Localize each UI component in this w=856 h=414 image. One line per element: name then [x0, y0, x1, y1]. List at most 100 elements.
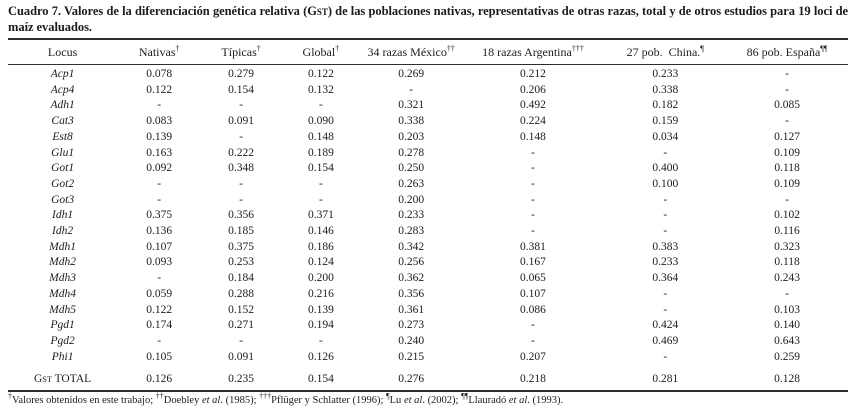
italic-text: et al [508, 395, 528, 407]
locus-cell: Mdh5 [49, 303, 77, 316]
value-cell: 0.090 [307, 115, 334, 128]
table-row: Cat3 0.083 0.091 0.090 0.338 0.224 0.159 - [8, 114, 848, 130]
value-cell: 0.206 [520, 83, 546, 96]
value-cell: 0.118 [774, 256, 800, 269]
table-row: Glu1 0.163 0.222 0.189 0.278 - - 0.109 [8, 146, 848, 162]
value-cell: 0.185 [228, 225, 255, 238]
value-cell: 0.348 [228, 162, 255, 175]
value-cell: 0.107 [520, 287, 546, 300]
locus-cell: Acp4 [50, 83, 75, 96]
value-cell: 0.364 [652, 272, 679, 285]
value-cell: 0.273 [398, 319, 425, 332]
column-header: Global† [280, 39, 361, 65]
gst-table: Locus Nativas† Típicas† Global† 34 razas Méx… [8, 38, 848, 393]
header-footnote-marker: † [335, 44, 340, 53]
value-cell: - [663, 146, 668, 159]
total-row: GST TOTAL 0.126 0.235 0.154 0.276 0.218 0.281 0… [8, 365, 848, 391]
value-cell: 0.116 [774, 225, 800, 238]
value-cell: - [157, 193, 162, 206]
locus-cell: Acp1 [50, 68, 75, 80]
total-value-cell: 0.218 [520, 373, 546, 386]
value-cell: 0.122 [146, 83, 173, 96]
locus-cell: Got3 [51, 193, 75, 206]
value-cell: 0.083 [146, 115, 173, 128]
value-cell: 0.356 [398, 287, 425, 300]
value-cell: 0.375 [146, 209, 173, 222]
table-row: Got1 0.092 0.348 0.154 0.250 - 0.400 0.118 [8, 161, 848, 177]
column-header: Locus [8, 39, 118, 65]
value-cell: 0.091 [228, 350, 255, 363]
value-cell: 0.253 [228, 256, 255, 269]
italic-text: et al [201, 395, 221, 407]
value-cell: 0.269 [398, 68, 425, 80]
value-cell: 0.203 [398, 130, 425, 143]
value-cell: - [531, 177, 535, 190]
locus-cell: Got1 [51, 162, 75, 175]
footnote-marker: ¶¶ [461, 391, 469, 401]
total-value-cell: 0.281 [652, 373, 679, 386]
value-cell: - [663, 350, 668, 363]
value-cell: - [663, 287, 668, 300]
value-cell: - [318, 193, 323, 206]
locus-cell: Mdh2 [49, 256, 77, 269]
total-label-cell: GST TOTAL [33, 373, 92, 386]
table-row: Idh2 0.136 0.185 0.146 0.283 - - 0.116 [8, 224, 848, 240]
locus-cell: Pgd2 [50, 334, 75, 347]
value-cell: 0.059 [146, 287, 173, 300]
value-cell: 0.124 [307, 256, 334, 269]
value-cell: - [157, 177, 162, 190]
value-cell: 0.034 [652, 130, 679, 143]
table-row: Mdh2 0.093 0.253 0.124 0.256 0.167 0.233 0.118 [8, 255, 848, 271]
value-cell: - [239, 334, 243, 347]
value-cell: 0.224 [520, 115, 546, 128]
value-cell: 0.362 [398, 272, 425, 285]
value-cell: 0.139 [146, 130, 173, 143]
value-cell: - [531, 209, 535, 222]
smallcap-text: ST [42, 375, 52, 385]
value-cell: 0.148 [307, 130, 334, 143]
value-cell: 0.381 [520, 240, 546, 253]
table-body: Acp1 0.078 0.279 0.122 0.269 0.212 0.233 - Acp4 0… [8, 65, 848, 366]
locus-cell: Phi1 [51, 350, 74, 363]
value-cell: - [531, 146, 535, 159]
locus-cell: Mdh1 [49, 240, 77, 253]
header-footnote-marker: † [175, 44, 180, 53]
total-value-cell: 0.154 [307, 373, 334, 386]
value-cell: 0.323 [774, 240, 801, 253]
column-header: Nativas† [117, 39, 202, 65]
value-cell: 0.102 [774, 209, 801, 222]
value-cell: 0.163 [146, 146, 173, 159]
value-cell: 0.371 [307, 209, 334, 222]
value-cell: 0.105 [146, 350, 173, 363]
value-cell: 0.338 [398, 115, 425, 128]
table-row: Got2 - - - 0.263 - 0.100 0.109 [8, 177, 848, 193]
locus-cell: Mdh4 [49, 287, 77, 300]
table-row: Phi1 0.105 0.091 0.126 0.215 0.207 - 0.259 [8, 350, 848, 366]
value-cell: 0.215 [398, 350, 425, 363]
locus-cell: Idh2 [52, 225, 74, 238]
value-cell: - [531, 319, 535, 332]
value-cell: 0.212 [520, 68, 546, 80]
value-cell: 0.250 [398, 162, 425, 175]
value-cell: - [531, 162, 535, 175]
value-cell: - [663, 303, 668, 316]
value-cell: 0.092 [146, 162, 173, 175]
value-cell: 0.159 [652, 115, 679, 128]
footnote: †Valores obtenidos en este trabajo; ††Do… [8, 391, 564, 407]
table-row: Mdh1 0.107 0.375 0.186 0.342 0.381 0.383 0.323 [8, 240, 848, 256]
value-cell: - [239, 130, 243, 143]
value-cell: 0.086 [520, 303, 546, 316]
locus-cell: Pgd1 [50, 319, 75, 332]
total-value-cell: 0.126 [146, 373, 173, 386]
value-cell: 0.207 [520, 350, 546, 363]
table-row: Acp1 0.078 0.279 0.122 0.269 0.212 0.233 - [8, 65, 848, 83]
value-cell: - [531, 334, 535, 347]
footnote-marker: ††† [259, 391, 272, 401]
value-cell: 0.152 [228, 303, 255, 316]
value-cell: 0.085 [774, 99, 801, 112]
locus-cell: Idh1 [52, 209, 74, 222]
value-cell: 0.321 [398, 99, 425, 112]
value-cell: - [785, 68, 789, 80]
locus-cell: Adh1 [50, 99, 75, 112]
value-cell: 0.375 [228, 240, 255, 253]
